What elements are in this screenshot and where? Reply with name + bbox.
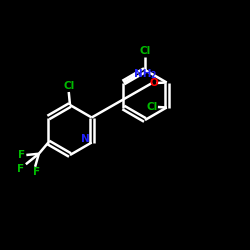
Text: F: F <box>18 150 26 160</box>
Text: Cl: Cl <box>63 81 74 91</box>
Text: F: F <box>33 167 40 177</box>
Text: Cl: Cl <box>140 46 151 56</box>
Text: N: N <box>81 134 90 144</box>
Text: O: O <box>150 78 158 88</box>
Text: F: F <box>17 164 24 174</box>
Text: 2: 2 <box>151 71 156 80</box>
Text: Cl: Cl <box>147 102 158 112</box>
Text: NH: NH <box>134 69 152 80</box>
